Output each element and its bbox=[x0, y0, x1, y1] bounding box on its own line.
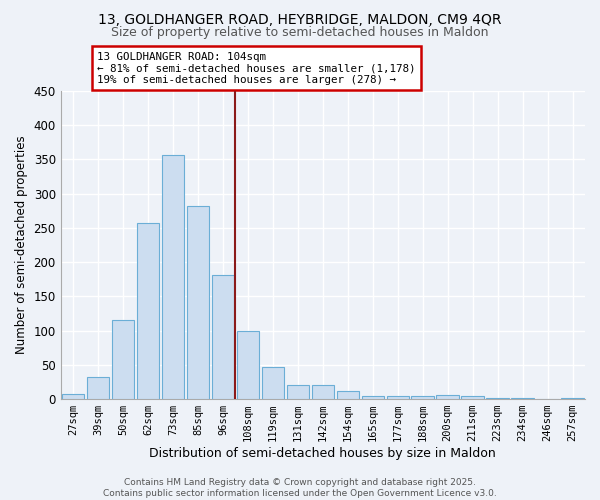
Bar bbox=[187, 206, 209, 399]
Bar bbox=[62, 394, 85, 399]
Bar bbox=[461, 396, 484, 399]
Bar bbox=[87, 377, 109, 399]
Bar bbox=[436, 395, 459, 399]
Bar bbox=[487, 398, 509, 399]
Text: 13, GOLDHANGER ROAD, HEYBRIDGE, MALDON, CM9 4QR: 13, GOLDHANGER ROAD, HEYBRIDGE, MALDON, … bbox=[98, 12, 502, 26]
Bar bbox=[287, 384, 309, 399]
Bar bbox=[212, 275, 234, 399]
Text: Size of property relative to semi-detached houses in Maldon: Size of property relative to semi-detach… bbox=[111, 26, 489, 39]
Bar bbox=[112, 320, 134, 399]
Bar bbox=[511, 398, 534, 399]
Bar bbox=[362, 396, 384, 399]
Bar bbox=[311, 384, 334, 399]
Text: 13 GOLDHANGER ROAD: 104sqm
← 81% of semi-detached houses are smaller (1,178)
19%: 13 GOLDHANGER ROAD: 104sqm ← 81% of semi… bbox=[97, 52, 416, 84]
Bar bbox=[337, 391, 359, 399]
Bar bbox=[412, 396, 434, 399]
Bar bbox=[162, 154, 184, 399]
Bar bbox=[137, 223, 159, 399]
Bar bbox=[561, 398, 584, 399]
X-axis label: Distribution of semi-detached houses by size in Maldon: Distribution of semi-detached houses by … bbox=[149, 447, 496, 460]
Bar bbox=[262, 367, 284, 399]
Bar bbox=[386, 396, 409, 399]
Bar bbox=[236, 330, 259, 399]
Text: Contains HM Land Registry data © Crown copyright and database right 2025.
Contai: Contains HM Land Registry data © Crown c… bbox=[103, 478, 497, 498]
Y-axis label: Number of semi-detached properties: Number of semi-detached properties bbox=[15, 136, 28, 354]
